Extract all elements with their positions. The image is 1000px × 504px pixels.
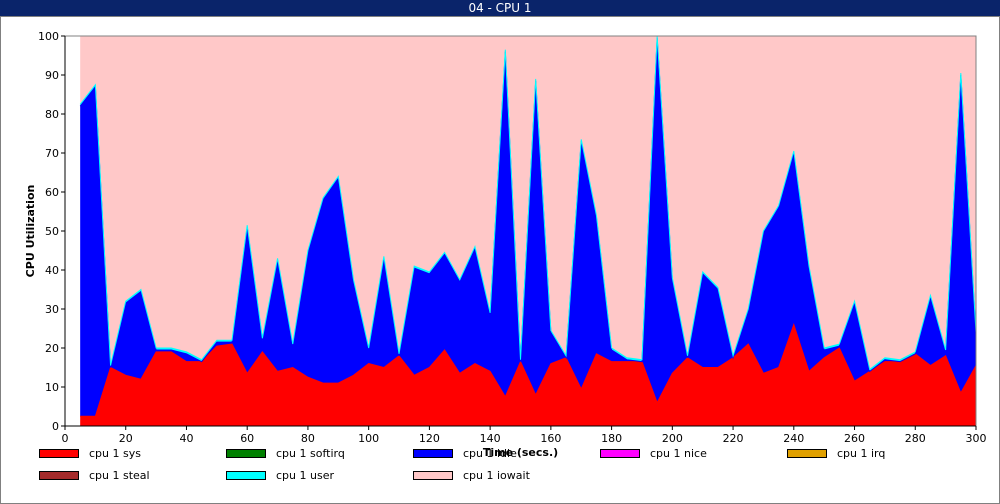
y-axis-label: CPU Utilization (24, 185, 37, 278)
chart-container: 0 10 20 30 40 50 60 70 80 90 100 0 20 40 60 80 100 120 140… (0, 16, 1000, 504)
legend-label: cpu 1 idle (463, 447, 517, 460)
legend-item: cpu 1 nice (600, 447, 707, 460)
y-tick-label: 20 (45, 342, 59, 355)
x-tick-label: 20 (119, 432, 133, 445)
legend-swatch (39, 449, 79, 458)
legend-item: cpu 1 softirq (226, 447, 345, 460)
legend-label: cpu 1 sys (89, 447, 141, 460)
y-tick-label: 70 (45, 147, 59, 160)
y-tick-label: 0 (52, 420, 59, 433)
x-tick-label: 300 (966, 432, 987, 445)
y-tick-label: 90 (45, 69, 59, 82)
y-tick-label: 40 (45, 264, 59, 277)
x-tick-label: 180 (601, 432, 622, 445)
x-tick-label: 200 (662, 432, 683, 445)
x-tick-label: 60 (240, 432, 254, 445)
legend-label: cpu 1 steal (89, 469, 150, 482)
legend-item: cpu 1 user (226, 469, 334, 482)
line-cpu-1-user (79, 35, 977, 371)
x-axis-label: Time (secs.) (483, 446, 558, 459)
x-tick-label: 260 (844, 432, 865, 445)
x-tick-label: 160 (540, 432, 561, 445)
legend-label: cpu 1 user (276, 469, 334, 482)
x-tick-label: 40 (179, 432, 193, 445)
y-tick-label: 60 (45, 186, 59, 199)
y-tick-label: 50 (45, 225, 59, 238)
area-cpu-1-sys (80, 324, 976, 426)
legend-item: cpu 1 idle (413, 447, 517, 460)
x-tick-label: 0 (62, 432, 69, 445)
x-tick-label: 80 (301, 432, 315, 445)
legend-swatch (600, 449, 640, 458)
y-tick-label: 80 (45, 108, 59, 121)
legend-label: cpu 1 nice (650, 447, 707, 460)
legend-swatch (413, 471, 453, 480)
y-tick-label: 100 (38, 30, 59, 43)
line-cpu-1-sys (80, 323, 977, 417)
legend-item: cpu 1 irq (787, 447, 885, 460)
x-tick-label: 100 (358, 432, 379, 445)
legend-item: cpu 1 steal (39, 469, 150, 482)
x-tick-label: 120 (419, 432, 440, 445)
legend-item: cpu 1 sys (39, 447, 141, 460)
y-tick-label: 10 (45, 381, 59, 394)
legend-label: cpu 1 softirq (276, 447, 345, 460)
legend-swatch (226, 449, 266, 458)
x-tick-label: 220 (723, 432, 744, 445)
x-tick-label: 140 (480, 432, 501, 445)
legend-swatch (39, 471, 79, 480)
legend-swatch (413, 449, 453, 458)
y-tick-label: 30 (45, 303, 59, 316)
window-title: 04 - CPU 1 (0, 0, 1000, 16)
legend-swatch (226, 471, 266, 480)
area-cpu-1-iowait (80, 36, 976, 370)
legend-label: cpu 1 iowait (463, 469, 530, 482)
legend-item: cpu 1 iowait (413, 469, 530, 482)
legend-swatch (787, 449, 827, 458)
legend-label: cpu 1 irq (837, 447, 886, 460)
x-tick-label: 240 (783, 432, 804, 445)
cpu-utilization-chart: 0 10 20 30 40 50 60 70 80 90 100 0 20 40 60 80 100 120 140… (24, 30, 987, 459)
x-tick-label: 280 (905, 432, 926, 445)
